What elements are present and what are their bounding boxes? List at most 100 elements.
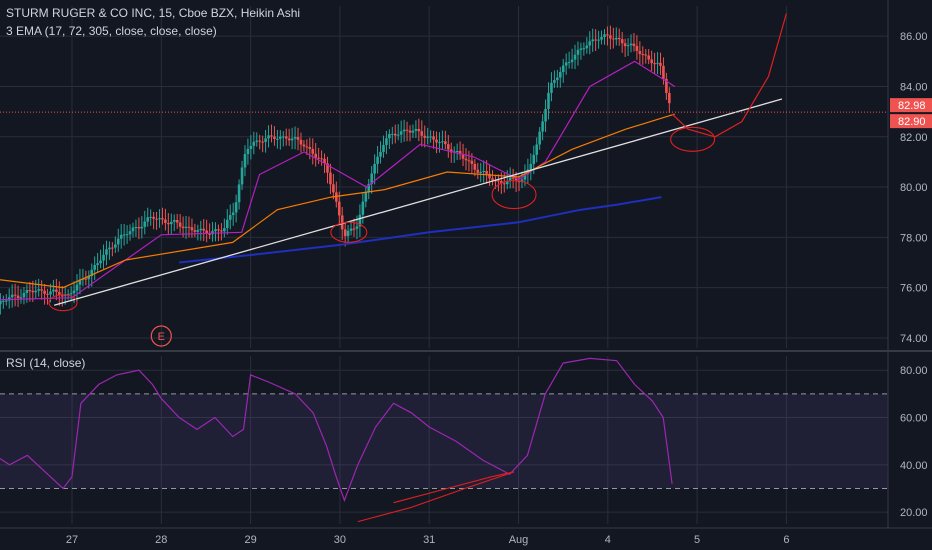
price-panel[interactable]: E xyxy=(0,13,888,347)
candle-body xyxy=(155,218,158,220)
drawn-circle xyxy=(330,221,368,243)
candle-body xyxy=(287,138,291,141)
ema-17-line xyxy=(0,60,676,301)
candle-body xyxy=(196,230,200,232)
candle-body xyxy=(323,158,326,164)
candle-body xyxy=(358,214,362,227)
time-tick-label: 27 xyxy=(66,534,78,546)
ema-72-line xyxy=(0,113,675,289)
candle-body xyxy=(267,135,270,139)
candle-body xyxy=(626,45,630,47)
candle-body xyxy=(508,177,512,181)
candle-body xyxy=(116,238,120,245)
candle-body xyxy=(556,77,559,81)
candle-body xyxy=(479,171,483,173)
candle-body xyxy=(161,218,164,220)
candle-body xyxy=(497,180,500,182)
candle-body xyxy=(503,183,506,185)
candle-body xyxy=(523,174,527,180)
time-tick-label: 4 xyxy=(605,534,611,546)
candle-body xyxy=(175,220,179,223)
candle-body xyxy=(223,228,226,232)
candle-body xyxy=(31,290,35,293)
candle-body xyxy=(290,138,294,141)
candle-body xyxy=(10,294,14,298)
candle-body xyxy=(273,136,276,139)
candle-body xyxy=(361,201,365,215)
rsi-line xyxy=(0,357,673,503)
candle-body xyxy=(653,63,656,65)
candle-body xyxy=(370,173,373,184)
candle-body xyxy=(623,43,627,47)
drawn-circle xyxy=(670,126,716,152)
candle-body xyxy=(567,62,571,64)
candle-body xyxy=(284,136,288,139)
rsi-legend[interactable]: RSI (14, close) xyxy=(6,356,86,370)
candle-body xyxy=(199,228,203,231)
candle-body xyxy=(276,138,279,140)
candle-body xyxy=(405,129,409,131)
candle-body xyxy=(520,179,524,182)
candle-body xyxy=(505,180,509,185)
candle-body xyxy=(435,139,438,143)
candle-body xyxy=(612,38,615,40)
candle-body xyxy=(296,137,300,140)
candle-body xyxy=(414,128,418,131)
candle-body xyxy=(408,130,412,133)
time-tick-label: 6 xyxy=(783,534,789,546)
candle-body xyxy=(205,230,208,234)
candle-body xyxy=(620,39,624,44)
candle-body xyxy=(202,228,206,231)
candle-body xyxy=(411,130,415,133)
candle-body xyxy=(4,300,8,302)
candle-body xyxy=(234,202,238,213)
candle-body xyxy=(420,131,424,136)
candle-body xyxy=(349,228,353,231)
candle-body xyxy=(28,290,32,292)
candle-body xyxy=(558,72,562,78)
candle-body xyxy=(665,78,668,93)
candle-body xyxy=(535,144,539,155)
candle-body xyxy=(346,230,350,237)
ema-legend[interactable]: 3 EMA (17, 72, 305, close, close, close) xyxy=(6,24,217,38)
candle-body xyxy=(391,133,394,135)
candle-body xyxy=(573,54,577,60)
candle-body xyxy=(240,167,244,185)
candle-body xyxy=(220,230,223,232)
candle-body xyxy=(111,247,114,249)
rsi-tick-label: 60.00 xyxy=(900,413,928,425)
candle-body xyxy=(647,55,650,60)
candle-body xyxy=(476,169,480,173)
candle-body xyxy=(225,219,229,229)
candle-body xyxy=(122,234,126,236)
price-label-box xyxy=(890,114,932,129)
candle-body xyxy=(585,45,589,49)
candle-body xyxy=(662,65,665,79)
candle-body xyxy=(632,43,636,46)
candle-body xyxy=(553,80,556,83)
price-label-box xyxy=(890,98,932,113)
candle-body xyxy=(449,149,453,153)
candle-body xyxy=(261,141,264,143)
candle-body xyxy=(249,145,253,149)
candle-body xyxy=(158,218,161,220)
ema-305-line xyxy=(179,196,662,264)
rsi-panel[interactable] xyxy=(0,357,888,523)
candle-body xyxy=(305,146,309,148)
candle-body xyxy=(0,300,2,305)
candle-body xyxy=(2,300,5,302)
candle-body xyxy=(90,269,94,276)
candle-body xyxy=(355,226,359,229)
candle-body xyxy=(447,144,450,150)
candle-body xyxy=(181,226,185,229)
price-tick-label: 78.00 xyxy=(900,232,928,244)
candle-body xyxy=(606,34,609,36)
symbol-legend[interactable]: STURM RUGER & CO INC, 15, Cboe BZX, Heik… xyxy=(6,6,301,20)
candle-body xyxy=(629,43,633,46)
candle-body xyxy=(137,227,141,229)
candle-body xyxy=(532,154,536,164)
candle-body xyxy=(320,158,323,160)
candle-body xyxy=(441,141,444,143)
candle-body xyxy=(399,131,403,135)
